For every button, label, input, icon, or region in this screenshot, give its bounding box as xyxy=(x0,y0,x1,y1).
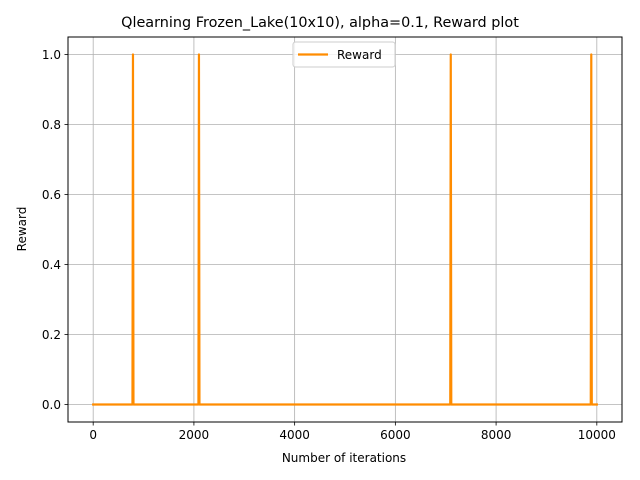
x-tick-label: 6000 xyxy=(380,428,411,442)
plot-frame xyxy=(67,36,623,423)
y-tick-label: 0.4 xyxy=(42,258,61,272)
x-axis-label: Number of iterations xyxy=(282,451,406,465)
chart-title: Qlearning Frozen_Lake(10x10), alpha=0.1,… xyxy=(121,15,519,31)
ticks: 0 2000 4000 6000 8000 10000 0.0 0.2 0.4 0.6 0.8 1.0 xyxy=(42,48,616,442)
y-axis-label: Reward xyxy=(15,207,29,252)
legend: Reward xyxy=(292,41,396,68)
y-tick-label: 0.6 xyxy=(42,188,61,202)
x-tick-label: 8000 xyxy=(481,428,512,442)
y-tick-label: 0.0 xyxy=(42,398,61,412)
y-tick-label: 0.2 xyxy=(42,328,61,342)
series-layer xyxy=(92,53,598,406)
x-tick-label: 2000 xyxy=(179,428,210,442)
x-tick-label: 0 xyxy=(89,428,97,442)
legend-box xyxy=(292,41,396,68)
x-tick-label: 10000 xyxy=(578,428,616,442)
legend-label-reward: Reward xyxy=(337,48,382,62)
y-tick-label: 0.8 xyxy=(42,118,61,132)
x-tick-label: 4000 xyxy=(279,428,310,442)
series-line-reward xyxy=(92,53,598,406)
y-tick-label: 1.0 xyxy=(42,48,61,62)
